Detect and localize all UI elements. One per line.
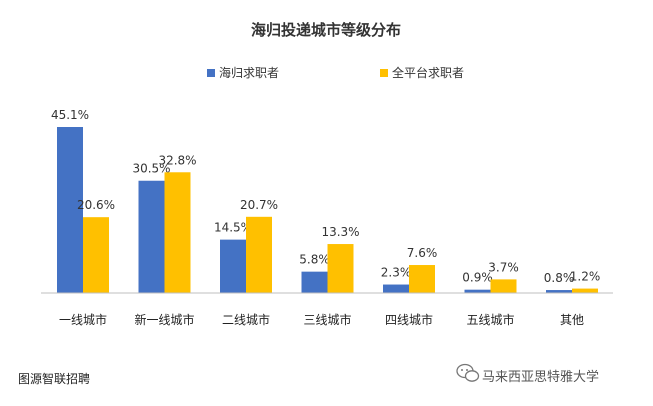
wechat-icon xyxy=(456,363,480,382)
data-label-platform-1: 20.6% xyxy=(77,198,115,212)
x-tick-label-4: 三线城市 xyxy=(303,312,351,327)
x-tick-label-6: 五线城市 xyxy=(466,312,514,327)
data-label-overseas-1: 45.1% xyxy=(51,108,89,122)
x-tick-label-1: 一线城市 xyxy=(59,312,107,327)
x-tick-label-2: 新一线城市 xyxy=(134,312,194,327)
watermark: 马来西亚思特雅大学 xyxy=(456,363,599,385)
bar-overseas-6 xyxy=(464,289,491,293)
data-label-platform-4: 13.3% xyxy=(321,225,359,239)
data-label-platform-3: 20.7% xyxy=(240,198,278,212)
bar-overseas-4 xyxy=(301,271,328,293)
bar-platform-7 xyxy=(572,288,598,293)
data-label-overseas-6: 0.9% xyxy=(462,271,493,285)
data-label-overseas-5: 2.3% xyxy=(381,266,412,280)
data-label-platform-6: 3.7% xyxy=(488,260,519,274)
x-tick-label-5: 四线城市 xyxy=(385,312,433,327)
watermark-text: 马来西亚思特雅大学 xyxy=(482,369,599,385)
chart-title: 海归投递城市等级分布 xyxy=(251,21,401,39)
bar-overseas-3 xyxy=(220,239,246,293)
legend-label-2: 全平台求职者 xyxy=(392,65,464,80)
data-label-platform-5: 7.6% xyxy=(407,246,438,260)
bar-overseas-1 xyxy=(57,127,83,293)
data-label-platform-7: 1.2% xyxy=(570,270,601,284)
bar-platform-1 xyxy=(83,217,109,293)
legend-swatch-2 xyxy=(380,69,388,77)
x-tick-label-3: 二线城市 xyxy=(222,312,270,327)
bar-platform-4 xyxy=(327,244,354,293)
bar-platform-5 xyxy=(409,265,435,293)
bar-platform-6 xyxy=(490,279,517,293)
bar-overseas-5 xyxy=(383,284,409,293)
data-label-overseas-7: 0.8% xyxy=(544,271,575,285)
bars: 45.1% 20.6% 30.5%32.8% 14.5% 20.7% 5.8% 13.3% 2… xyxy=(51,108,600,293)
bar-overseas-7 xyxy=(546,290,572,293)
legend: 海归求职者 全平台求职者 xyxy=(207,65,464,80)
data-label-overseas-3: 14.5% xyxy=(214,221,252,235)
x-axis-ticks: 一线城市 新一线城市 二线城市 三线城市 四线城市 五线城市 其他 xyxy=(59,312,584,327)
source-caption: 图源智联招聘 xyxy=(18,371,90,386)
data-label-platform-2: 32.8% xyxy=(158,153,196,167)
legend-label-1: 海归求职者 xyxy=(219,65,279,80)
legend-swatch-1 xyxy=(207,69,215,77)
bar-platform-3 xyxy=(246,216,272,293)
data-label-overseas-2: 30.5% xyxy=(132,162,170,176)
x-tick-label-7: 其他 xyxy=(560,313,584,327)
data-label-overseas-4: 5.8% xyxy=(299,253,330,267)
bar-overseas-2 xyxy=(138,180,165,293)
bar-platform-2 xyxy=(164,172,191,293)
